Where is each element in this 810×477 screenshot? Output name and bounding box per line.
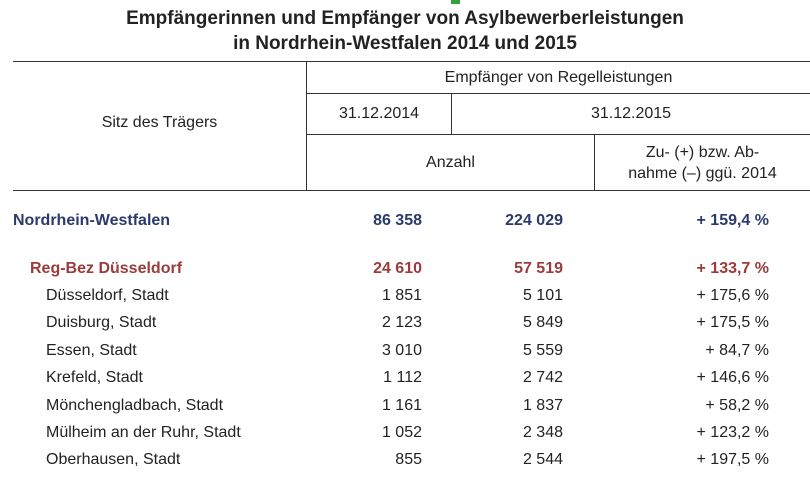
title-line-2: in Nordrhein-Westfalen 2014 und 2015 (233, 33, 577, 54)
row-name: Krefeld, Stadt (46, 369, 143, 386)
header-date-2015: 31.12.2015 (590, 105, 672, 122)
row-name: Nordrhein-Westfalen (13, 212, 171, 229)
title-line-1: Empfängerinnen und Empfänger von Asylbew… (126, 8, 684, 29)
header-count: Anzahl (426, 153, 475, 171)
row-name: Mülheim an der Ruhr, Stadt (46, 424, 241, 441)
date-header-rule (307, 134, 810, 135)
table-row: Krefeld, Stadt 1 112 2 742 + 146,6 % (0, 364, 810, 391)
group-header-rule (307, 93, 810, 94)
row-value-2014: 3 010 (381, 342, 422, 359)
row-change: + 146,6 % (696, 369, 770, 386)
color-marker (451, 0, 460, 4)
row-change: + 58,2 % (705, 397, 769, 414)
header-change-line-2: nahme (–) ggü. 2014 (628, 164, 777, 182)
header-region: Sitz des Trägers (101, 114, 218, 131)
row-value-2014: 1 161 (381, 397, 422, 414)
row-value-2014: 2 123 (381, 314, 422, 331)
row-name: Mönchengladbach, Stadt (46, 397, 224, 414)
row-name: Essen, Stadt (46, 342, 137, 359)
row-change: + 197,5 % (696, 451, 770, 468)
row-name: Reg-Bez Düsseldorf (30, 260, 183, 277)
row-value-2015: 57 519 (514, 260, 563, 277)
row-value-2014: 86 358 (373, 212, 422, 229)
row-name: Oberhausen, Stadt (46, 451, 181, 468)
row-change: + 175,6 % (696, 287, 770, 304)
row-value-2015: 2 742 (522, 369, 563, 386)
row-value-2015: 2 348 (522, 424, 563, 441)
row-change: + 123,2 % (696, 424, 770, 441)
table-row: Oberhausen, Stadt 855 2 544 + 197,5 % (0, 446, 810, 473)
header-date-2014: 31.12.2014 (338, 105, 420, 122)
table-row: Duisburg, Stadt 2 123 5 849 + 175,5 % (0, 309, 810, 336)
row-value-2014: 855 (395, 451, 422, 468)
row-name: Duisburg, Stadt (46, 314, 157, 331)
row-value-2014: 1 851 (381, 287, 422, 304)
row-value-2015: 5 101 (522, 287, 563, 304)
header-group: Empfänger von Regelleistungen (444, 68, 673, 86)
page-title: Empfängerinnen und Empfänger von Asylbew… (0, 6, 810, 56)
table-top-rule (13, 61, 810, 62)
row-value-2014: 1 052 (381, 424, 422, 441)
table-row: Mülheim an der Ruhr, Stadt 1 052 2 348 +… (0, 419, 810, 446)
row-value-2015: 5 559 (522, 342, 563, 359)
row-change: + 175,5 % (696, 314, 770, 331)
row-value-2015: 2 544 (522, 451, 563, 468)
header-bottom-rule (13, 190, 810, 191)
table-row-district: Reg-Bez Düsseldorf 24 610 57 519 + 133,7… (0, 255, 810, 282)
row-name: Düsseldorf, Stadt (46, 287, 169, 304)
col-divider-dates (451, 94, 452, 134)
table-row: Düsseldorf, Stadt 1 851 5 101 + 175,6 % (0, 282, 810, 309)
row-value-2014: 24 610 (373, 260, 422, 277)
col-divider-change (594, 135, 595, 190)
row-value-2014: 1 112 (383, 369, 422, 386)
header-change: Zu- (+) bzw. Ab- nahme (–) ggü. 2014 (595, 135, 810, 190)
col-divider-region (306, 62, 307, 190)
row-value-2015: 1 837 (522, 397, 563, 414)
row-change: + 133,7 % (696, 260, 770, 277)
row-value-2015: 224 029 (505, 212, 563, 229)
table-row-state: Nordrhein-Westfalen 86 358 224 029 + 159… (0, 207, 810, 234)
row-value-2015: 5 849 (522, 314, 563, 331)
row-change: + 159,4 % (696, 212, 770, 229)
table-row: Essen, Stadt 3 010 5 559 + 84,7 % (0, 337, 810, 364)
table-row: Mönchengladbach, Stadt 1 161 1 837 + 58,… (0, 392, 810, 419)
header-change-line-1: Zu- (+) bzw. Ab- (645, 143, 760, 161)
row-change: + 84,7 % (705, 342, 769, 359)
